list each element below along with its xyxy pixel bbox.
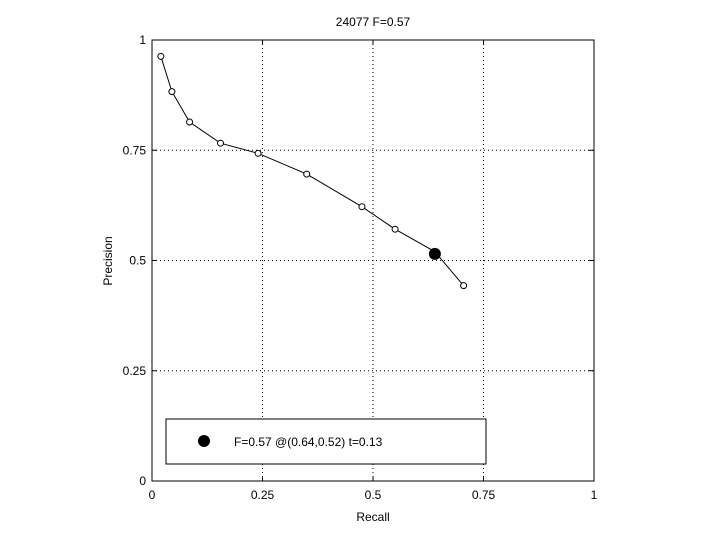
y-tick-label: 0.5 [129,254,146,268]
data-point [186,118,194,126]
y-tick-label: 0.25 [123,364,147,378]
chart-title: 24077 F=0.57 [336,15,411,29]
y-tick-label: 0 [139,474,146,488]
x-tick-label: 0.5 [365,488,382,502]
data-point [254,149,262,157]
series-line [160,56,464,286]
x-axis-label: Recall [356,510,389,524]
legend-label: F=0.57 @(0.64,0.52) t=0.13 [234,435,383,449]
y-tick-label: 0.75 [123,143,147,157]
data-point [358,203,366,211]
series-layer [157,52,468,290]
x-tick-label: 0.25 [251,488,275,502]
y-axis-label: Precision [101,236,115,285]
legend-marker [198,435,210,447]
axis-ticks: 0 0.25 0.5 0.75 1 0 0.25 0.5 0.75 1 [123,33,598,502]
data-point [303,170,311,178]
legend-box [165,418,487,465]
legend: F=0.57 @(0.64,0.52) t=0.13 [165,418,487,465]
x-tick-label: 0 [149,488,156,502]
data-point [157,52,165,60]
data-point [168,88,176,96]
y-tick-label: 1 [139,33,146,47]
best-f-point [428,247,441,260]
x-tick-label: 1 [591,488,598,502]
data-point [217,139,225,147]
data-point [460,282,468,290]
data-point [391,225,399,233]
grid-lines [152,40,594,481]
x-tick-label: 0.75 [472,488,496,502]
